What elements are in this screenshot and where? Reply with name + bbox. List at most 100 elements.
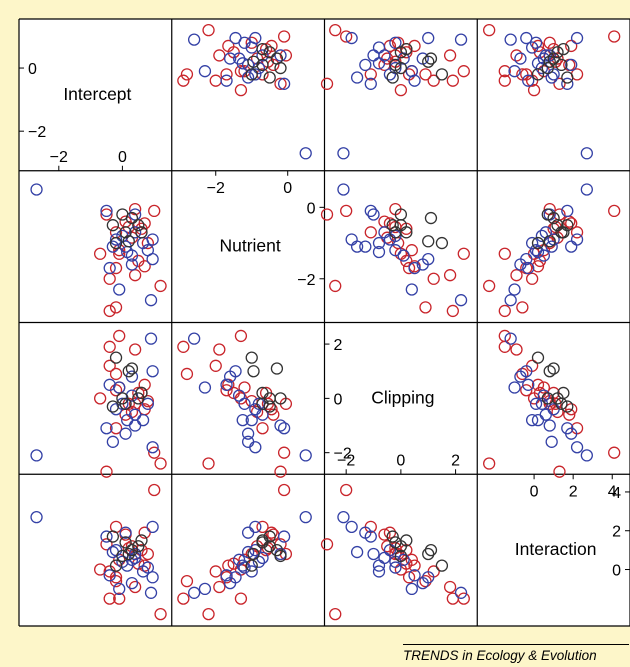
- data-point-blue: [146, 520, 159, 534]
- data-point-blue: [187, 33, 201, 46]
- data-point-red: [148, 204, 161, 218]
- data-point-blue: [372, 559, 386, 572]
- data-point-red: [446, 74, 459, 87]
- data-point-red: [277, 30, 291, 43]
- data-point-black: [557, 226, 570, 239]
- data-point-blue: [146, 252, 159, 266]
- data-point-blue: [241, 71, 255, 84]
- diagonal-label: Interaction: [515, 539, 597, 559]
- data-point-black: [122, 365, 135, 378]
- diagonal-label: Clipping: [371, 387, 434, 407]
- data-point-black: [274, 61, 287, 75]
- data-point-blue: [144, 332, 158, 345]
- data-point-blue: [277, 77, 291, 90]
- data-point-blue: [522, 378, 535, 391]
- x-tick-label: −2: [50, 149, 68, 166]
- data-point-red: [259, 42, 273, 56]
- data-point-red: [553, 465, 566, 478]
- data-point-black: [386, 71, 399, 84]
- data-point-blue: [100, 422, 113, 435]
- data-point-red: [93, 563, 107, 576]
- data-point-blue: [198, 381, 212, 394]
- data-point-red: [213, 343, 226, 356]
- data-point-red: [516, 301, 529, 314]
- data-point-red: [383, 526, 397, 539]
- data-point-red: [457, 247, 470, 260]
- data-point-red: [138, 378, 151, 391]
- data-point-blue: [245, 413, 258, 427]
- data-point-black: [424, 543, 438, 557]
- data-point-black: [547, 211, 560, 225]
- data-point-blue: [508, 381, 521, 394]
- data-point-blue: [389, 61, 402, 75]
- data-point-blue: [144, 586, 158, 599]
- data-point-red: [202, 457, 215, 470]
- data-point-blue: [350, 545, 364, 559]
- data-point-red: [402, 261, 416, 275]
- data-point-blue: [100, 204, 113, 218]
- data-point-red: [135, 222, 148, 235]
- data-point-black: [424, 52, 438, 65]
- data-point-red: [109, 301, 123, 314]
- data-point-red: [154, 457, 167, 470]
- data-point-black: [435, 559, 449, 572]
- diagonal-label: Intercept: [63, 84, 131, 104]
- data-point-red: [113, 329, 126, 343]
- data-point-black: [256, 42, 269, 56]
- data-point-blue: [359, 526, 372, 539]
- data-point-red: [100, 465, 113, 478]
- data-point-blue: [256, 49, 269, 62]
- data-point-blue: [504, 294, 517, 307]
- data-point-red: [329, 279, 342, 293]
- data-point-black: [245, 68, 258, 81]
- data-point-black: [424, 211, 438, 225]
- data-point-black: [122, 547, 135, 561]
- data-point-blue: [141, 397, 154, 410]
- data-point-blue: [525, 413, 539, 427]
- data-point-black: [557, 42, 570, 56]
- data-point-blue: [229, 31, 242, 45]
- data-point-red: [103, 592, 116, 605]
- data-point-red: [148, 483, 161, 497]
- data-point-blue: [520, 31, 533, 45]
- data-point-black: [256, 534, 269, 547]
- data-point-blue: [405, 283, 418, 296]
- data-point-blue: [372, 245, 386, 259]
- y-tick-label: −2: [297, 272, 315, 289]
- data-point-blue: [531, 245, 545, 259]
- data-point-blue: [103, 569, 116, 582]
- data-point-black: [122, 235, 135, 248]
- data-point-red: [446, 592, 459, 605]
- data-point-blue: [372, 57, 386, 70]
- data-point-red: [419, 301, 432, 314]
- y-tick-label: 4: [612, 485, 621, 502]
- data-point-black: [132, 219, 145, 232]
- data-point-red: [553, 77, 566, 90]
- data-point-black: [247, 55, 260, 68]
- data-point-blue: [545, 240, 558, 253]
- data-point-red: [279, 49, 293, 62]
- data-point-black: [543, 235, 556, 248]
- data-point-blue: [113, 381, 126, 394]
- x-tick-label: 0: [283, 180, 292, 197]
- data-point-blue: [454, 294, 468, 307]
- data-point-blue: [454, 586, 468, 599]
- data-point-black: [245, 351, 258, 364]
- data-point-blue: [30, 183, 43, 196]
- data-point-blue: [372, 565, 386, 578]
- data-point-red: [177, 74, 190, 87]
- data-point-blue: [570, 441, 584, 454]
- data-point-black: [135, 386, 148, 400]
- data-point-red: [400, 46, 413, 59]
- data-point-blue: [187, 332, 201, 345]
- data-point-black: [106, 530, 120, 543]
- data-point-red: [516, 367, 529, 381]
- data-point-blue: [529, 397, 543, 410]
- data-point-black: [125, 543, 139, 557]
- y-tick-label: 0: [612, 563, 621, 580]
- data-point-blue: [508, 283, 521, 296]
- data-point-blue: [389, 561, 402, 574]
- data-point-red: [154, 607, 167, 621]
- data-point-blue: [565, 427, 578, 440]
